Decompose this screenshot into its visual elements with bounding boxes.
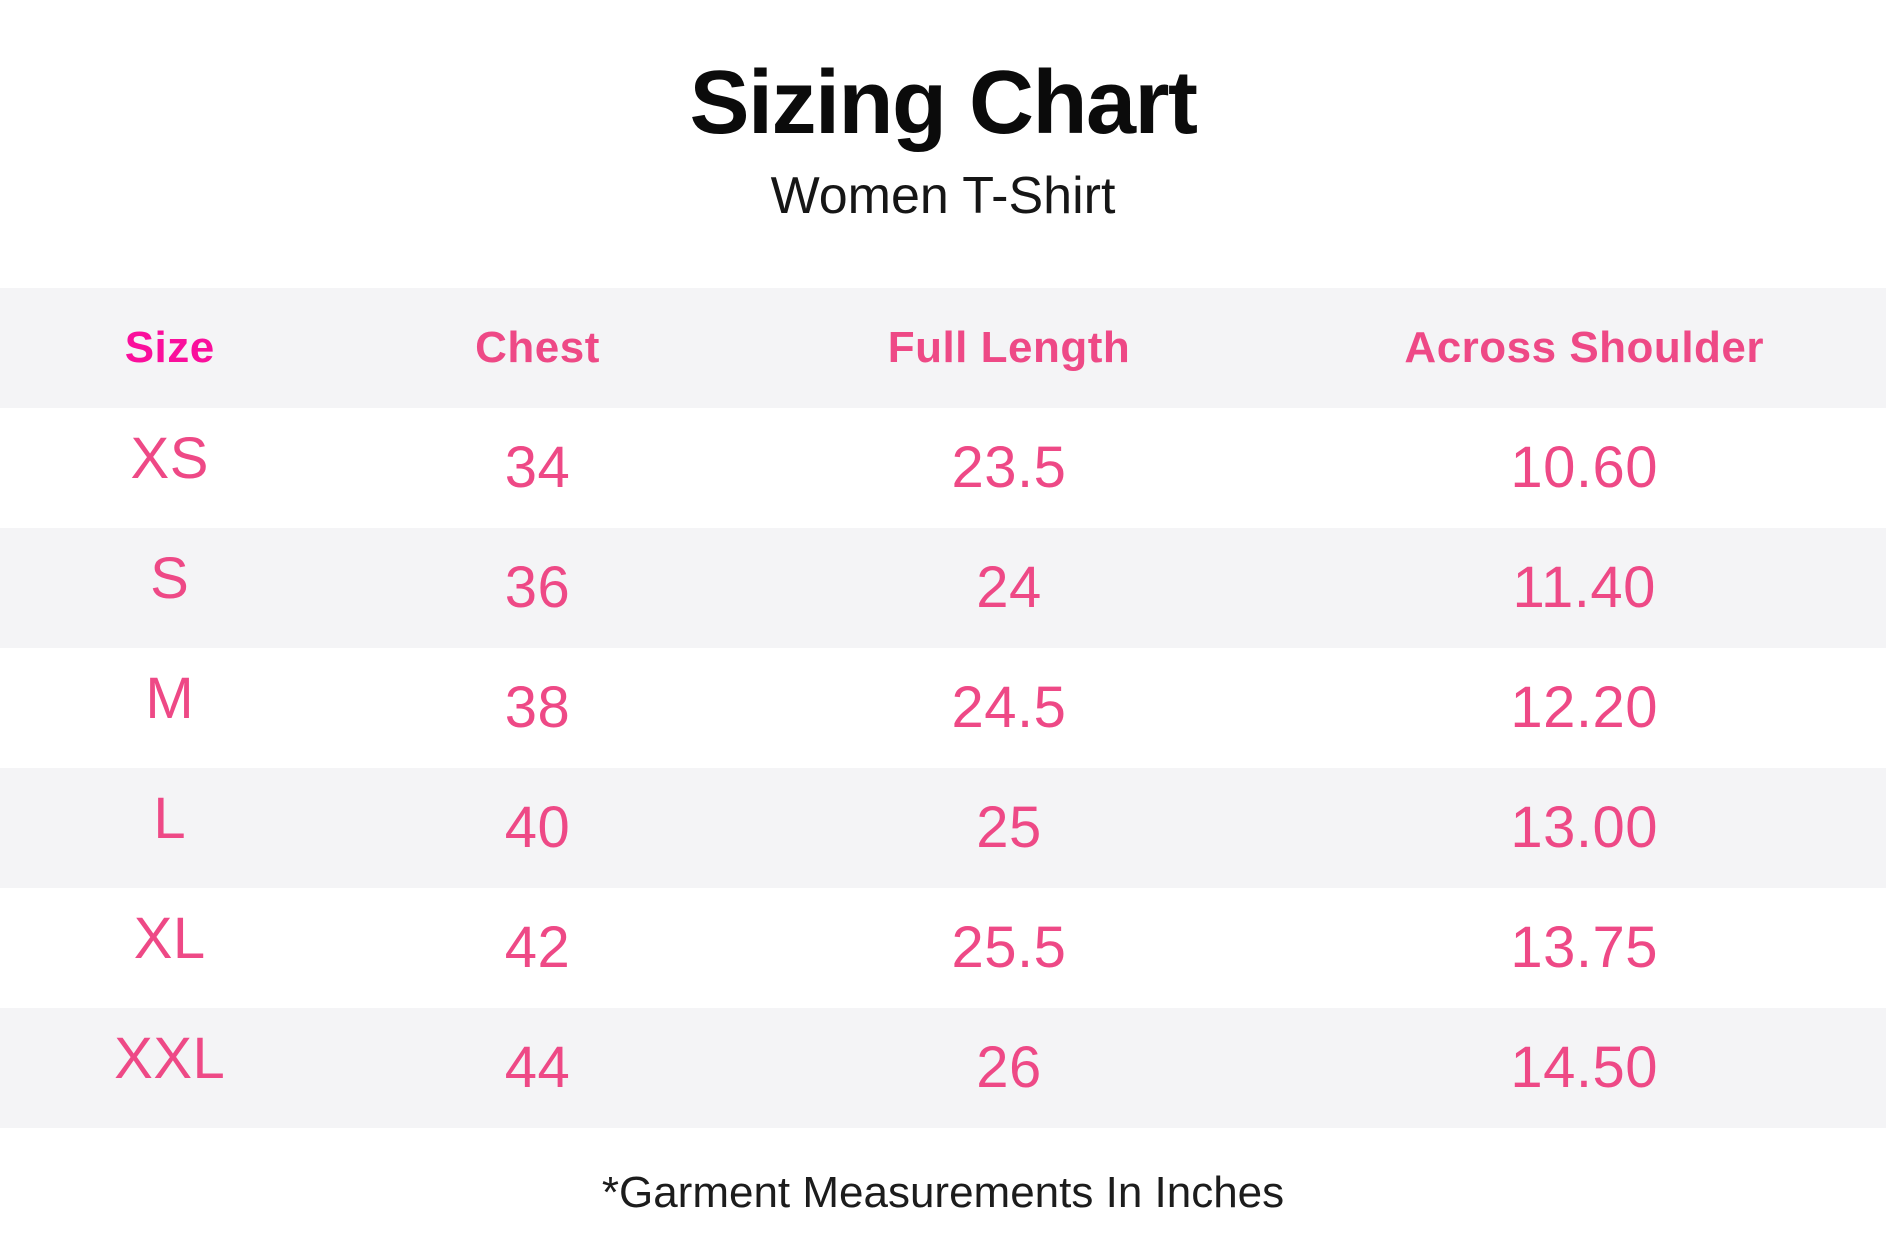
measurements-footnote: *Garment Measurements In Inches	[601, 1167, 1285, 1217]
table-row-m: M 38 24.5 12.20	[0, 648, 1886, 768]
chest-cell: 44	[504, 1035, 571, 1101]
chest-cell: 34	[504, 435, 571, 501]
page-title: Sizing Chart	[689, 53, 1198, 153]
size-label: L	[153, 786, 187, 852]
chest-cell: 38	[504, 675, 571, 741]
size-cell: L	[0, 768, 339, 888]
column-header-across-shoulder: Across Shoulder	[1404, 322, 1765, 372]
across-shoulder-cell: 13.00	[1510, 795, 1659, 861]
across-shoulder-cell: 11.40	[1512, 555, 1656, 621]
column-header-size: Size	[124, 322, 215, 372]
size-cell: XS	[0, 408, 339, 528]
size-label: XL	[133, 906, 206, 972]
chest-cell: 40	[504, 795, 571, 861]
chest-cell: 42	[504, 915, 571, 981]
table-row-xs: XS 34 23.5 10.60	[0, 408, 1886, 528]
across-shoulder-cell: 10.60	[1510, 435, 1659, 501]
full-length-cell: 24	[976, 555, 1042, 621]
full-length-cell: 24.5	[951, 675, 1067, 741]
across-shoulder-cell: 13.75	[1510, 915, 1659, 981]
size-label: S	[150, 546, 190, 612]
chest-cell: 36	[504, 555, 571, 621]
table-row-s: S 36 24 11.40	[0, 527, 1886, 648]
column-header-full-length: Full Length	[887, 322, 1131, 372]
size-cell: M	[0, 648, 339, 768]
size-label: XXL	[114, 1026, 226, 1092]
sizing-table: Size Chest Full Length Across Shoulder X…	[0, 287, 1886, 1128]
full-length-cell: 23.5	[951, 435, 1067, 501]
full-length-cell: 26	[976, 1035, 1042, 1101]
table-row-xxl: XXL 44 26 14.50	[0, 1007, 1886, 1128]
full-length-cell: 25	[976, 795, 1042, 861]
column-header-chest: Chest	[475, 322, 600, 372]
table-row-xl: XL 42 25.5 13.75	[0, 888, 1886, 1008]
table-row-l: L 40 25 13.00	[0, 767, 1886, 888]
size-cell: S	[0, 528, 339, 648]
across-shoulder-cell: 14.50	[1510, 1035, 1659, 1101]
page-subtitle: Women T-Shirt	[770, 167, 1116, 225]
size-cell: XL	[0, 888, 339, 1008]
full-length-cell: 25.5	[951, 915, 1067, 981]
size-label: M	[145, 666, 195, 732]
size-label: XS	[130, 426, 209, 492]
size-cell: XXL	[0, 1008, 339, 1128]
across-shoulder-cell: 12.20	[1510, 675, 1659, 741]
table-header-row: Size Chest Full Length Across Shoulder	[0, 287, 1886, 408]
